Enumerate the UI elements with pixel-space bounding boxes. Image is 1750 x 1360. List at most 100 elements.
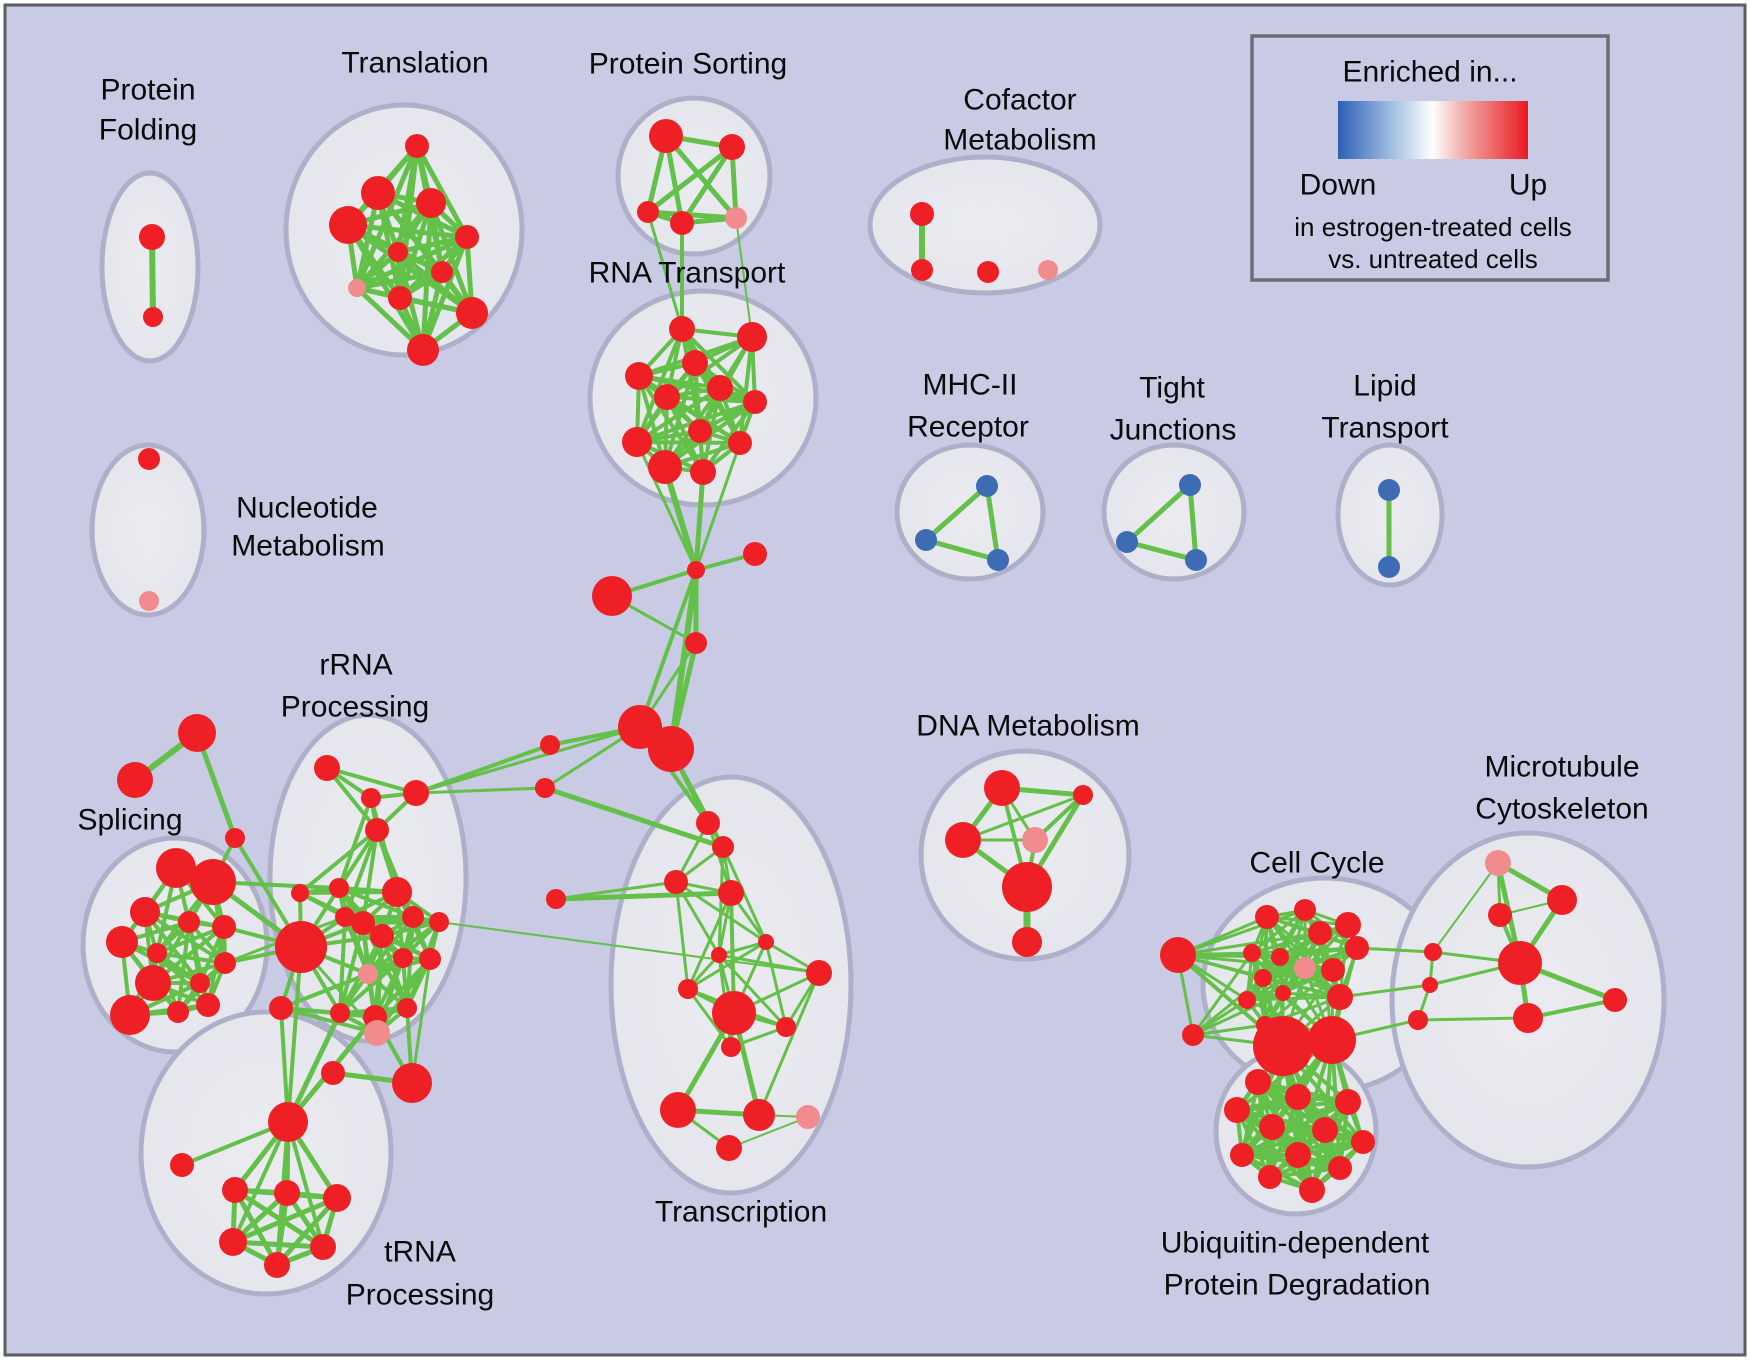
gene-set-node-red <box>758 934 774 950</box>
network-edge <box>1355 946 1435 954</box>
gene-set-node-red <box>806 960 832 986</box>
gene-set-node-pink <box>1038 260 1058 280</box>
gene-set-node-red <box>167 1001 189 1023</box>
gene-set-node-pink <box>725 207 747 229</box>
cluster-rna-transport-label: RNA Transport <box>589 257 786 290</box>
network-edge <box>638 568 698 729</box>
gene-set-node-red <box>291 884 309 902</box>
gene-set-node-red <box>416 188 446 218</box>
gene-set-node-red <box>682 350 708 376</box>
network-edge <box>553 890 734 902</box>
cluster-splicing-label: Splicing <box>77 804 182 837</box>
gene-set-node-red <box>431 261 453 283</box>
gene-set-node-red <box>696 811 720 835</box>
network-edge <box>701 400 757 474</box>
gene-set-node-red <box>225 828 245 848</box>
gene-set-node-red <box>664 870 688 894</box>
gene-set-node-red <box>1230 1143 1254 1167</box>
gene-set-node-pink <box>796 1105 820 1129</box>
network-edge <box>738 335 754 445</box>
network-edge <box>414 725 642 795</box>
gene-set-node-red <box>712 991 756 1035</box>
network-edge <box>366 920 441 976</box>
cluster-tight-junctions-label: Junctions <box>1110 414 1237 447</box>
gene-set-node-red <box>592 576 632 616</box>
network-edge <box>410 957 432 1085</box>
network-edge <box>1432 862 1499 953</box>
gene-set-node-red <box>743 390 767 414</box>
network-edge <box>1187 482 1199 563</box>
network-edge <box>635 440 742 445</box>
network-edge <box>361 920 441 925</box>
gene-set-node-red <box>1335 1089 1361 1115</box>
gene-set-node-red <box>403 780 429 806</box>
cluster-dna-metabolism-label: DNA Metabolism <box>916 710 1139 743</box>
gene-set-node-red <box>1424 943 1442 961</box>
network-edge <box>1191 1023 1267 1037</box>
gene-set-node-red <box>361 176 395 210</box>
gene-set-node-pink <box>139 591 159 611</box>
gene-set-node-red <box>130 897 160 927</box>
network-edge <box>686 891 733 991</box>
gene-set-node-red <box>1488 903 1512 927</box>
cluster-trna-processing-label: Processing <box>346 1279 494 1312</box>
gene-set-node-red <box>678 979 698 999</box>
gene-set-node-red <box>977 261 999 283</box>
gene-set-node-red <box>147 943 167 963</box>
network-edge <box>1250 908 1307 955</box>
gene-set-node-red <box>1299 1177 1325 1203</box>
cluster-protein-folding-label: Folding <box>99 114 197 147</box>
cluster-microtubule-cytoskeleton-label: Cytoskeleton <box>1475 793 1648 826</box>
network-edge <box>693 469 706 573</box>
gene-set-node-red <box>135 965 171 1001</box>
network-edge <box>680 327 757 404</box>
network-edge <box>1191 976 1265 1037</box>
gene-set-node-red <box>365 818 389 842</box>
gene-set-node-red <box>1408 1010 1428 1030</box>
cluster-cofactor-metabolism-label: Metabolism <box>943 124 1096 157</box>
gene-set-node-red <box>361 788 381 808</box>
cluster-protein-sorting-label: Protein Sorting <box>589 48 787 81</box>
legend-box <box>1250 34 1610 282</box>
gene-set-node-red <box>382 877 412 907</box>
gene-set-node-red <box>456 297 488 329</box>
gene-set-node-red <box>222 1177 248 1203</box>
network-edge <box>286 1120 325 1249</box>
gene-set-node-red <box>945 822 981 858</box>
cluster-cofactor-metabolism-label: Cofactor <box>963 84 1076 117</box>
gene-set-node-red <box>1253 1016 1313 1076</box>
network-edge <box>230 1195 340 1245</box>
gene-set-node-red <box>688 419 712 443</box>
network-edge <box>764 940 788 1029</box>
gene-set-node-red <box>143 307 163 327</box>
gene-set-node-pink <box>1294 957 1316 979</box>
gene-set-node-red <box>1498 941 1542 985</box>
gene-set-node-red <box>310 1234 336 1260</box>
network-edge <box>663 133 739 221</box>
network-edge <box>923 537 1001 563</box>
cluster-labels-layer: Protein Folding Translation Protein Sorting… <box>77 47 1648 1312</box>
gene-set-node-red <box>743 1099 775 1131</box>
gene-set-node-red <box>110 995 150 1035</box>
network-edge <box>679 144 735 226</box>
gene-set-node-red <box>407 334 439 366</box>
gene-set-node-red <box>214 952 236 974</box>
gene-set-node-red <box>670 211 694 235</box>
network-edge <box>961 793 1085 842</box>
network-edge <box>984 483 1001 563</box>
gene-set-node-red <box>1259 1114 1285 1140</box>
network-edge <box>414 786 547 795</box>
gene-set-node-red <box>1245 1069 1271 1095</box>
network-edge <box>231 1120 290 1244</box>
cluster-translation-label: Translation <box>341 47 488 80</box>
gene-set-node-red <box>190 859 236 905</box>
network-edge <box>354 269 445 291</box>
cluster-lipid-transport-label: Transport <box>1321 412 1449 445</box>
cluster-mhc-ii-receptor-ellipse <box>894 442 1046 582</box>
gene-set-node-red <box>719 134 745 160</box>
cluster-ubiquitin-degradation-label: Ubiquitin-dependent <box>1161 1227 1430 1260</box>
network-edge <box>414 143 470 240</box>
network-edge <box>735 217 753 338</box>
network-edge <box>662 464 699 573</box>
